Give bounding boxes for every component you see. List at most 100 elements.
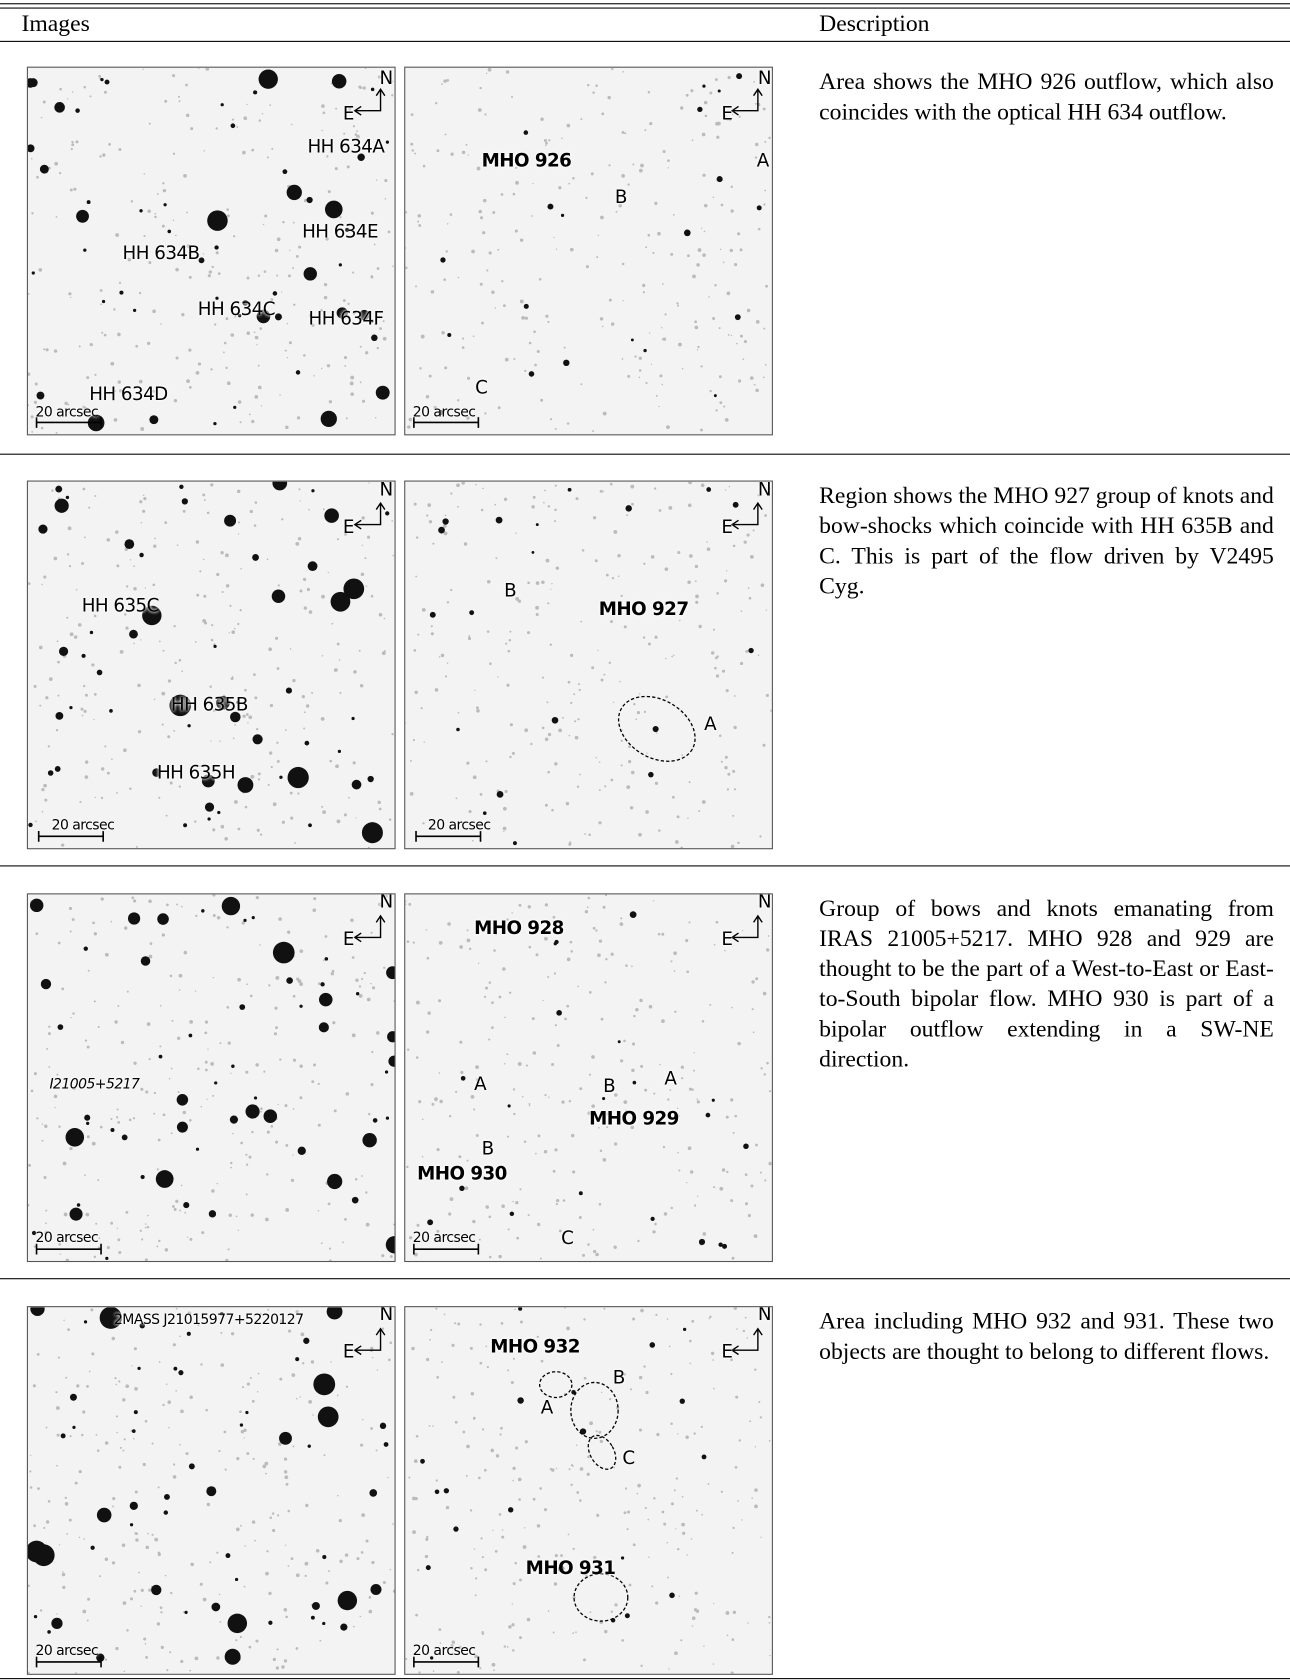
noise — [632, 1317, 636, 1321]
noise — [84, 760, 89, 764]
noise — [724, 765, 728, 770]
noise — [375, 179, 378, 181]
noise — [693, 1432, 696, 1435]
noise — [515, 532, 517, 534]
noise — [479, 86, 482, 90]
noise — [393, 1223, 395, 1226]
noise — [256, 1390, 259, 1393]
noise — [485, 760, 488, 763]
noise — [234, 315, 237, 318]
noise — [219, 740, 221, 742]
noise — [172, 152, 176, 155]
noise — [235, 1527, 240, 1532]
noise — [587, 1243, 590, 1246]
noise — [598, 761, 601, 763]
noise — [74, 1672, 78, 1674]
noise — [317, 1082, 320, 1086]
image-panel: N E HH 634A HH 634E HH 634B HH 634C HH 634F HH … — [26, 66, 396, 436]
noise — [569, 247, 574, 252]
noise — [186, 244, 191, 249]
compass — [353, 1327, 386, 1356]
noise — [691, 1319, 695, 1323]
noise — [682, 1531, 686, 1535]
noise — [310, 1360, 315, 1364]
noise — [604, 894, 608, 897]
noise — [457, 399, 460, 402]
noise — [485, 1345, 488, 1347]
noise — [737, 841, 740, 845]
noise — [245, 1163, 249, 1166]
noise — [570, 701, 573, 704]
star — [86, 200, 91, 205]
noise — [621, 130, 625, 134]
noise — [760, 1536, 762, 1538]
noise — [174, 661, 177, 665]
noise — [377, 800, 381, 805]
noise — [629, 806, 634, 810]
noise — [179, 1443, 181, 1446]
noise — [642, 636, 646, 639]
noise — [319, 1639, 322, 1642]
noise — [713, 943, 716, 946]
noise — [466, 416, 470, 420]
noise — [143, 1637, 147, 1641]
noise — [726, 1634, 729, 1637]
noise — [673, 1489, 676, 1492]
noise — [485, 1205, 490, 1209]
noise — [133, 586, 137, 591]
noise — [275, 1140, 279, 1144]
noise — [758, 1401, 761, 1404]
noise — [576, 785, 580, 788]
star — [181, 498, 188, 505]
noise — [547, 770, 550, 774]
star — [142, 605, 162, 626]
noise — [72, 1086, 77, 1091]
noise — [625, 964, 628, 967]
noise — [299, 1096, 303, 1100]
noise — [700, 365, 703, 368]
noise — [549, 1467, 553, 1471]
noise — [298, 245, 302, 249]
noise — [698, 624, 702, 629]
noise — [471, 249, 475, 254]
noise — [232, 1132, 234, 1135]
noise — [757, 494, 760, 497]
noise — [254, 1539, 256, 1542]
noise — [265, 1217, 269, 1222]
noise — [223, 1430, 227, 1434]
noise — [531, 1017, 535, 1021]
noise — [541, 676, 545, 679]
noise — [214, 323, 217, 326]
noise — [91, 663, 95, 667]
noise — [462, 1430, 466, 1434]
star — [512, 841, 517, 846]
noise — [624, 1487, 628, 1490]
noise — [762, 107, 766, 111]
noise — [547, 602, 550, 605]
star — [722, 1243, 728, 1249]
noise — [347, 302, 350, 305]
noise — [638, 356, 642, 360]
noise — [589, 991, 592, 994]
star — [318, 992, 333, 1007]
noise — [371, 1560, 375, 1565]
noise — [406, 940, 410, 944]
noise — [210, 740, 212, 742]
noise — [53, 1094, 58, 1099]
star — [253, 1096, 258, 1100]
noise — [747, 1214, 751, 1218]
noise — [120, 1040, 125, 1045]
noise — [172, 74, 176, 78]
noise — [99, 289, 103, 292]
star — [285, 687, 293, 694]
noise — [726, 1170, 729, 1174]
star — [109, 709, 113, 713]
noise — [600, 1017, 604, 1021]
noise — [328, 1247, 332, 1250]
noise — [633, 1014, 636, 1018]
noise — [140, 1588, 144, 1592]
noise — [737, 1041, 741, 1046]
star — [440, 257, 446, 263]
noise — [157, 1553, 161, 1557]
noise — [545, 141, 548, 145]
